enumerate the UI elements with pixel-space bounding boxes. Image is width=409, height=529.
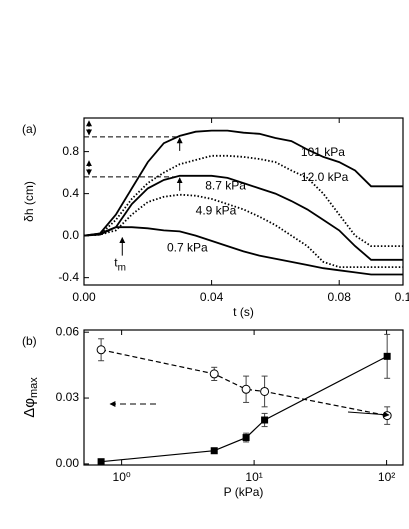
y-axis-label: Δφmax bbox=[21, 377, 40, 418]
annotation-base: t bbox=[114, 256, 118, 270]
data-line bbox=[83, 174, 403, 261]
y-tick-label: 0.8 bbox=[62, 144, 79, 158]
x-tick-label: 0.08 bbox=[328, 290, 352, 304]
plot-frame bbox=[83, 117, 404, 286]
marker bbox=[383, 352, 391, 360]
x-tick-label: 10⁰ bbox=[113, 470, 131, 484]
axis-arrow bbox=[347, 411, 390, 418]
marker bbox=[260, 386, 270, 396]
y-tick-label: -0.4 bbox=[58, 270, 79, 284]
data-line bbox=[100, 349, 388, 417]
annotation: tm bbox=[114, 256, 126, 273]
y-axis-label: δh (cm) bbox=[22, 181, 36, 222]
y-axis-label-sub: max bbox=[28, 377, 40, 398]
x-tick-label: 0.1 bbox=[395, 290, 409, 304]
marker bbox=[241, 384, 251, 394]
x-tick-label: 0.00 bbox=[72, 290, 96, 304]
y-axis-label-base: Δφ bbox=[21, 398, 38, 418]
marker bbox=[97, 458, 105, 466]
annotation-sub: m bbox=[118, 262, 126, 273]
panel-label: (a) bbox=[22, 122, 37, 136]
marker bbox=[382, 411, 392, 421]
data-line bbox=[83, 129, 403, 237]
y-tick-label: 0.03 bbox=[56, 390, 80, 404]
series-label: 0.7 kPa bbox=[167, 240, 208, 254]
data-line bbox=[101, 355, 388, 463]
x-tick-label: 10² bbox=[378, 470, 395, 484]
x-tick-label: 0.04 bbox=[200, 290, 224, 304]
y-tick-label: 0.4 bbox=[62, 186, 79, 200]
series-label: 4.9 kPa bbox=[196, 204, 237, 218]
plot-frame bbox=[83, 329, 404, 466]
marker bbox=[242, 434, 250, 442]
panel-label: (b) bbox=[22, 334, 37, 348]
x-axis-label: P (kPa) bbox=[224, 485, 264, 499]
x-axis-label: t (s) bbox=[233, 305, 254, 319]
data-line bbox=[83, 226, 403, 276]
y-tick-label: 0.0 bbox=[62, 228, 79, 242]
y-tick-label: 0.00 bbox=[56, 456, 80, 470]
marker bbox=[210, 447, 218, 455]
marker bbox=[96, 345, 106, 355]
data-line bbox=[83, 193, 403, 268]
x-tick-label: 10¹ bbox=[245, 470, 262, 484]
y-tick-label: 0.06 bbox=[56, 324, 80, 338]
series-label: 101 kPa bbox=[301, 145, 345, 159]
series-label: 8.7 kPa bbox=[205, 178, 246, 192]
marker bbox=[209, 369, 219, 379]
marker bbox=[261, 416, 269, 424]
data-line bbox=[83, 154, 403, 247]
series-label: 12.0 kPa bbox=[301, 170, 349, 184]
